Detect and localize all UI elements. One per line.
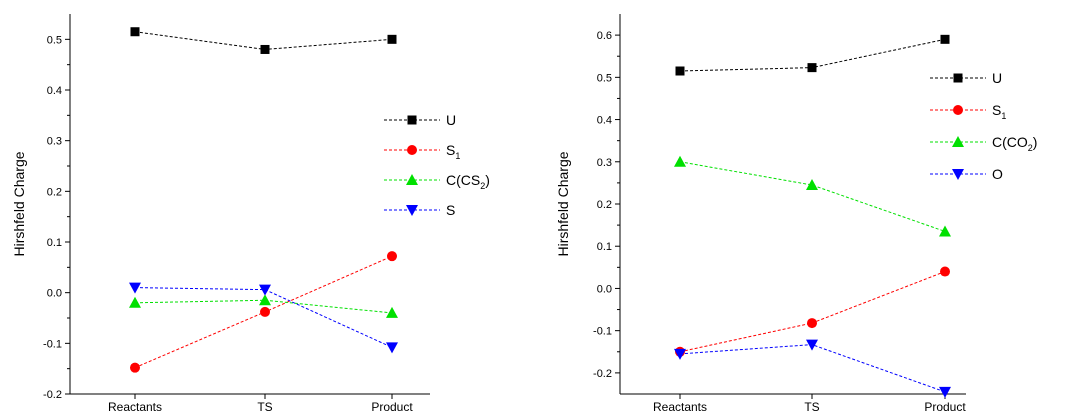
- chart-2: -0.2 -0.1 0.0 0.1 0.2 0.3 0.4 0.5 0.6 Reactants TS…: [555, 14, 1037, 414]
- y-tick-label: 0.5: [597, 72, 612, 84]
- legend-label: C(CS2): [446, 172, 490, 191]
- y-tick-label: -0.1: [593, 326, 612, 338]
- legend-marker: [406, 174, 418, 185]
- legend-entry-3: C(CO2): [930, 134, 1037, 153]
- data-point: [806, 179, 818, 190]
- x-tick-label: TS: [257, 400, 272, 414]
- series-1: [130, 27, 397, 54]
- y-tick-label: 0.1: [597, 241, 612, 253]
- y-tick-label: -0.1: [43, 338, 62, 350]
- data-point: [939, 386, 951, 398]
- legend-marker: [953, 73, 963, 83]
- legend-entry-4: O: [930, 166, 1003, 182]
- series-3: [129, 294, 398, 318]
- legend-label: S1: [446, 142, 460, 161]
- legend-label-text: C(CO: [992, 134, 1028, 150]
- legend-label-text: S: [446, 142, 455, 158]
- legend-label: S1: [992, 102, 1006, 121]
- legend-label: O: [992, 166, 1003, 182]
- x-tick-label: Reactants: [653, 400, 707, 414]
- data-point: [940, 266, 950, 277]
- data-point: [674, 155, 686, 167]
- data-point: [129, 296, 141, 308]
- data-point: [130, 27, 140, 37]
- data-point: [259, 284, 271, 296]
- legend-label: S: [446, 202, 455, 218]
- data-point: [387, 34, 397, 44]
- data-point: [260, 44, 270, 54]
- data-point: [675, 66, 685, 76]
- legend-label-tail: ): [1033, 134, 1038, 150]
- y-tick-label: 0.0: [597, 283, 612, 295]
- y-tick-label: 0.4: [47, 85, 62, 97]
- data-point: [386, 342, 398, 354]
- y-tick-label: -0.2: [43, 389, 62, 401]
- data-point: [806, 339, 818, 351]
- data-point: [129, 282, 141, 294]
- data-point: [130, 362, 140, 373]
- y-tick-label: 0.2: [47, 186, 62, 198]
- series-line: [134, 287, 393, 348]
- legend-label-text: O: [992, 166, 1003, 182]
- legend-marker: [952, 136, 964, 147]
- legend-label-subscript: 1: [455, 151, 460, 161]
- legend-entry-2: S1: [930, 102, 1006, 121]
- x-tick-label: Product: [924, 400, 966, 414]
- legend-marker: [407, 145, 417, 155]
- y-axis-title: Hirshfeld Charge: [11, 151, 27, 256]
- legend-label-text: C(CS: [446, 172, 480, 188]
- x-tick-label: Product: [371, 400, 413, 414]
- series-1: [675, 34, 950, 76]
- legend-entry-1: U: [930, 70, 1002, 86]
- y-tick-label: 0.3: [47, 136, 62, 148]
- y-tick-label: 0.1: [47, 237, 62, 249]
- y-tick-label: 0.3: [597, 157, 612, 169]
- legend-entry-3: C(CS2): [384, 172, 490, 191]
- legend-marker: [953, 105, 963, 115]
- legend-entry-1: U: [384, 112, 456, 128]
- legend-label-subscript: 1: [1001, 111, 1006, 121]
- y-tick-label: 0.6: [597, 30, 612, 42]
- series-line: [679, 161, 946, 232]
- x-tick-label: Reactants: [108, 400, 162, 414]
- legend-label-text: U: [446, 112, 456, 128]
- y-axis-title: Hirshfeld Charge: [555, 151, 571, 256]
- y-tick-label: 0.2: [597, 199, 612, 211]
- legend-label: C(CO2): [992, 134, 1037, 153]
- x-tick-label: TS: [804, 400, 819, 414]
- data-point: [939, 225, 951, 237]
- data-point: [807, 318, 817, 329]
- legend-label-subscript: 2: [1028, 143, 1033, 153]
- legend-label-text: S: [992, 102, 1001, 118]
- data-point: [807, 63, 817, 73]
- series-2: [130, 251, 397, 373]
- y-tick-label: 0.5: [47, 34, 62, 46]
- y-tick-label: 0.0: [47, 288, 62, 300]
- legend-marker: [407, 115, 417, 125]
- series-4: [129, 282, 398, 354]
- data-point: [260, 306, 270, 317]
- legend-label-text: U: [992, 70, 1002, 86]
- series-4: [674, 339, 951, 398]
- series-3: [674, 155, 951, 237]
- data-point: [387, 251, 397, 262]
- data-point: [674, 348, 686, 360]
- legend-entry-4: S: [384, 202, 455, 218]
- data-point: [259, 294, 271, 306]
- data-point: [386, 306, 398, 318]
- chart-1: -0.2 -0.1 0.0 0.1 0.2 0.3 0.4 0.5 Reactants TS Pro…: [11, 14, 490, 414]
- legend-label: U: [446, 112, 456, 128]
- legend-label-text: S: [446, 202, 455, 218]
- y-tick-label: -0.2: [593, 368, 612, 380]
- legend-marker: [406, 205, 418, 216]
- legend-label-subscript: 2: [480, 181, 485, 191]
- legend-marker: [952, 169, 964, 180]
- y-tick-label: 0.4: [597, 115, 612, 127]
- legend-label: U: [992, 70, 1002, 86]
- legend-label-tail: ): [485, 172, 490, 188]
- legend-entry-2: S1: [384, 142, 460, 161]
- series-line: [679, 344, 946, 393]
- data-point: [940, 34, 950, 44]
